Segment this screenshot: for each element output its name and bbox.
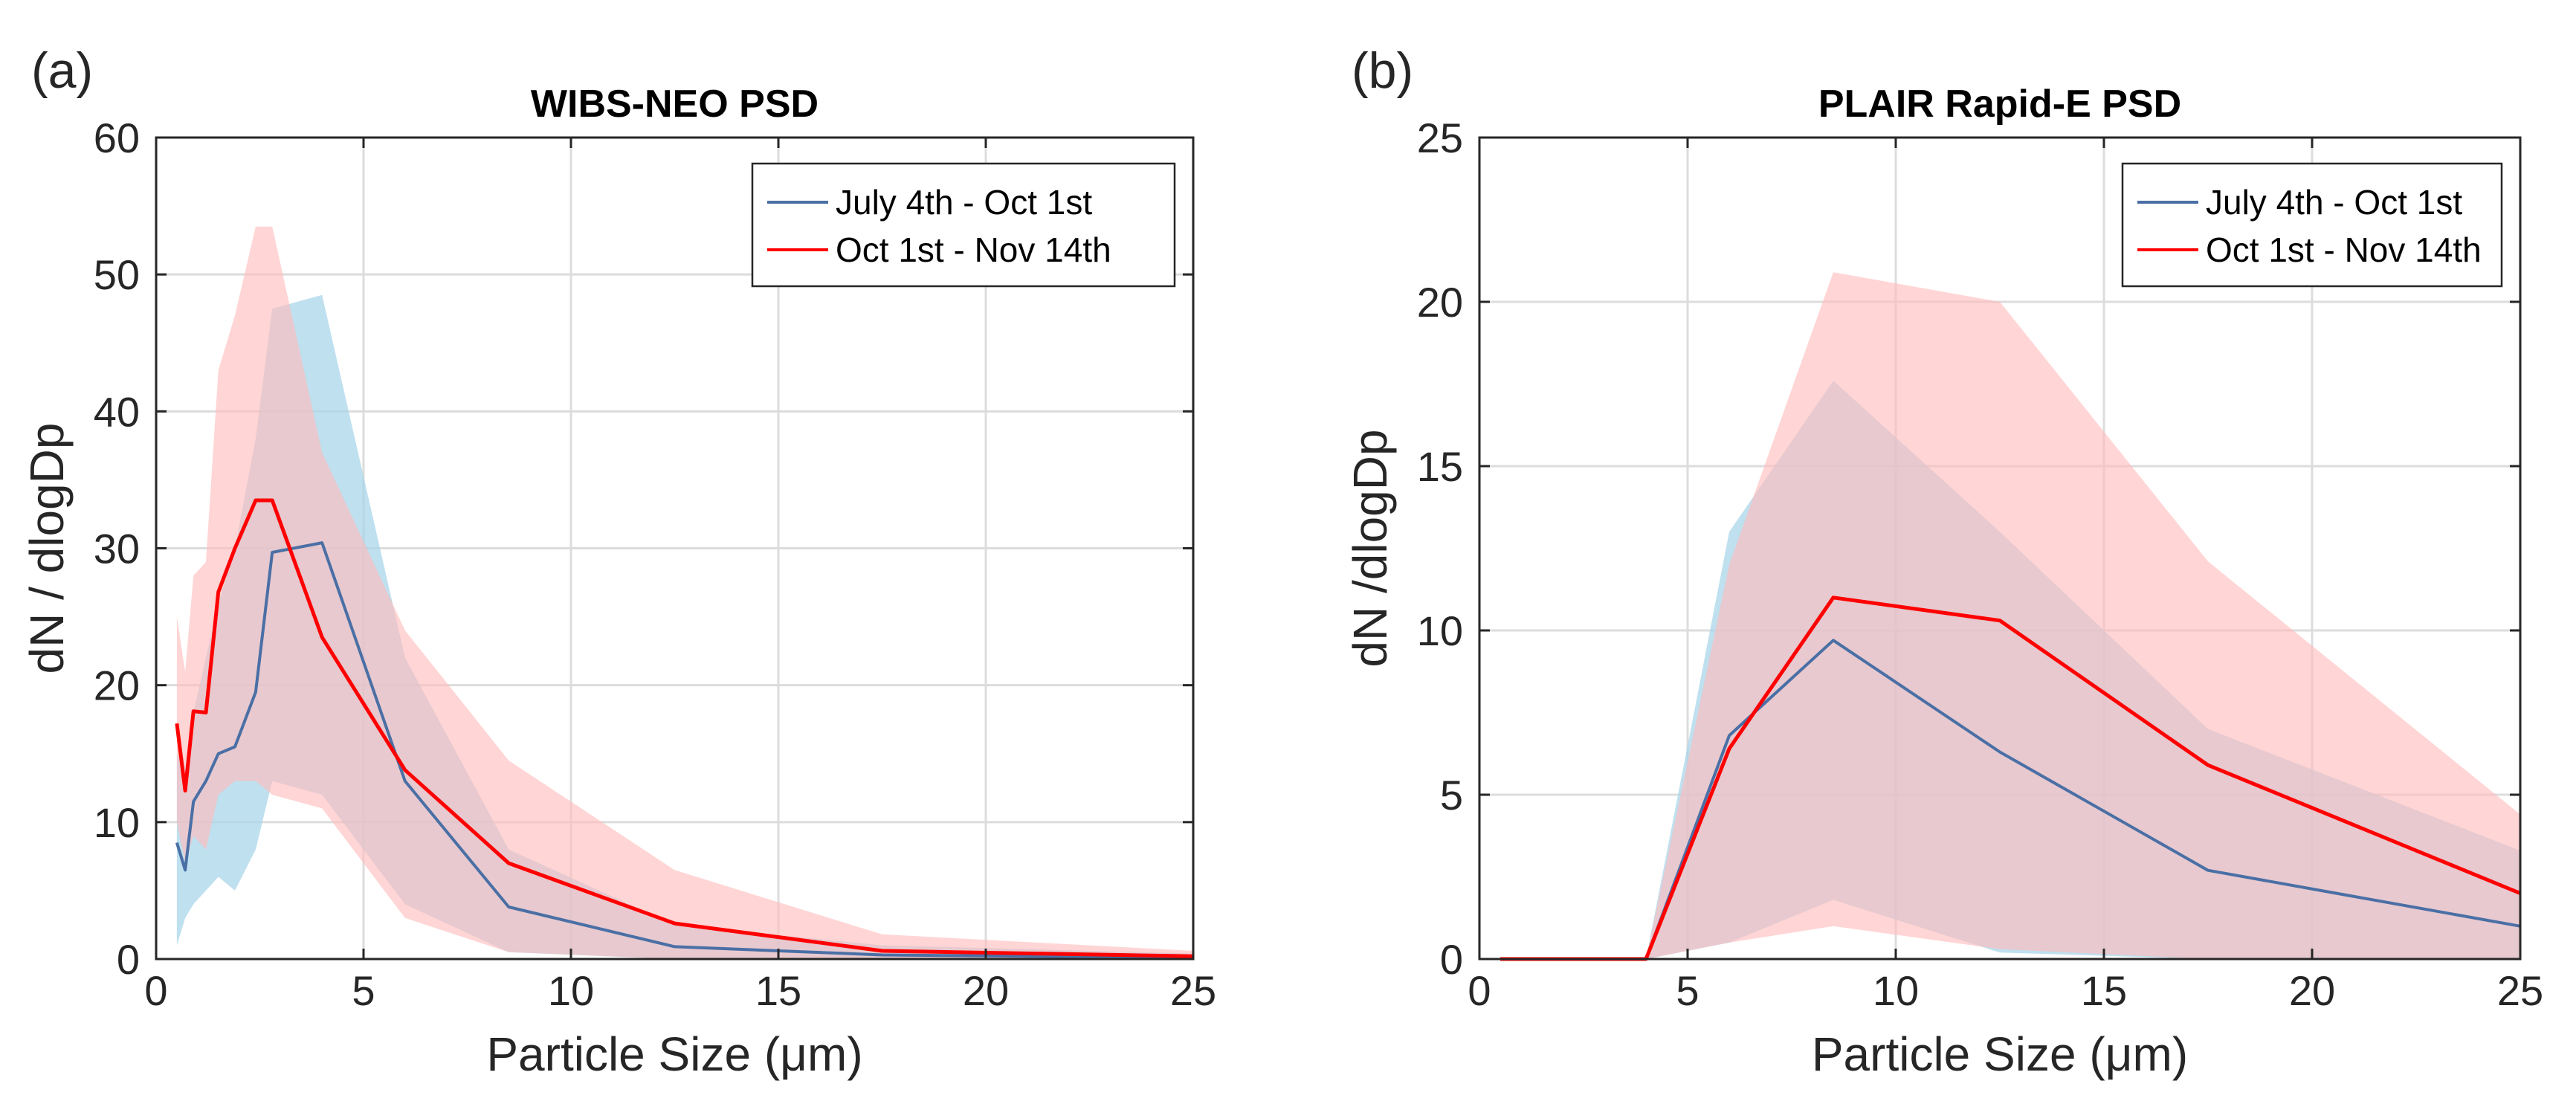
y-tick-label: 0 bbox=[1440, 936, 1463, 983]
x-tick-label: 15 bbox=[2081, 967, 2127, 1014]
x-tick-label: 10 bbox=[1873, 967, 1919, 1014]
x-tick-label: 5 bbox=[352, 967, 375, 1014]
y-tick-label: 20 bbox=[94, 662, 140, 709]
x-tick-label: 0 bbox=[144, 967, 167, 1014]
band-oct-nov bbox=[1500, 272, 2520, 959]
y-tick-label: 20 bbox=[1417, 279, 1463, 326]
chart-title: PLAIR Rapid-E PSD bbox=[1818, 83, 2181, 126]
confidence-bands bbox=[1500, 272, 2520, 959]
y-tick-label: 50 bbox=[94, 251, 140, 298]
legend-entry: Oct 1st - Nov 14th bbox=[2206, 230, 2482, 269]
legend: July 4th - Oct 1st Oct 1st - Nov 14th bbox=[751, 162, 1176, 288]
legend-entry: July 4th - Oct 1st bbox=[2206, 183, 2462, 222]
x-tick-label: 5 bbox=[1676, 967, 1699, 1014]
x-tick-label: 20 bbox=[963, 967, 1009, 1014]
series-line-july-oct bbox=[175, 541, 1194, 960]
y-axis-label: dN /dlogDp bbox=[1343, 429, 1397, 667]
legend-entry: July 4th - Oct 1st bbox=[836, 183, 1092, 222]
y-tick-label: 60 bbox=[94, 114, 140, 161]
x-tick-label: 25 bbox=[2497, 967, 2543, 1014]
legend-entry: Oct 1st - Nov 14th bbox=[836, 230, 1111, 269]
chart-panel-a: 0 5 10 15 20 25 0 10 20 30 40 50 60(a) WIBS-NEO PSD Pa… bbox=[20, 42, 1216, 1081]
y-tick-label: 25 bbox=[1417, 114, 1463, 161]
plot-area bbox=[1478, 136, 2522, 961]
x-tick-label: 20 bbox=[2289, 967, 2335, 1014]
x-tick-label: 0 bbox=[1468, 967, 1491, 1014]
y-tick-label: 40 bbox=[94, 388, 140, 435]
panel-label: (a) bbox=[31, 42, 93, 99]
y-tick-label: 0 bbox=[117, 936, 140, 983]
confidence-bands bbox=[176, 226, 1193, 959]
band-oct-nov bbox=[176, 226, 1193, 959]
y-tick-label: 30 bbox=[94, 526, 140, 572]
y-tick-label: 15 bbox=[1417, 443, 1463, 490]
legend-box bbox=[751, 162, 1176, 288]
x-tick-label: 15 bbox=[755, 967, 801, 1014]
y-tick-label: 10 bbox=[94, 799, 140, 846]
x-tick-label: 10 bbox=[548, 967, 594, 1014]
legend-box bbox=[2121, 162, 2503, 288]
y-tick-label: 5 bbox=[1440, 772, 1463, 819]
y-tick-label: 10 bbox=[1417, 607, 1463, 654]
chart-title: WIBS-NEO PSD bbox=[531, 83, 819, 126]
panel-label: (b) bbox=[1352, 42, 1413, 99]
x-axis-label: Particle Size (μm) bbox=[1812, 1027, 2188, 1081]
y-axis-label: dN / dlogDp bbox=[20, 423, 74, 674]
x-axis-label: Particle Size (μm) bbox=[486, 1027, 862, 1081]
legend: July 4th - Oct 1st Oct 1st - Nov 14th bbox=[2121, 162, 2503, 288]
series-line-oct-nov bbox=[175, 498, 1194, 958]
x-tick-label: 25 bbox=[1170, 967, 1216, 1014]
